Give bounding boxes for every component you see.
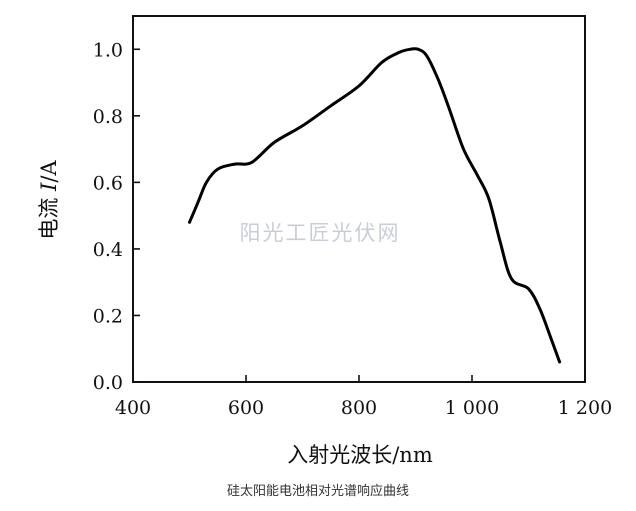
y-tick-label: 1.0: [93, 39, 123, 61]
y-tick-label: 0.2: [93, 305, 123, 327]
x-tick-label: 400: [115, 397, 151, 419]
series-line: [188, 47, 562, 364]
y-tick-label: 0.4: [93, 239, 123, 261]
y-axis-title-unit: /A: [37, 160, 61, 183]
y-tick-label: 0.6: [93, 172, 123, 194]
x-axis-title-main: 入射光波长: [287, 443, 392, 467]
x-tick-label: 600: [228, 397, 264, 419]
x-tick-label: 800: [341, 397, 377, 419]
y-tick-label: 0.8: [93, 106, 123, 128]
figure-caption: 硅太阳能电池相对光谱响应曲线: [226, 484, 409, 499]
y-tick-label: 0.0: [93, 372, 123, 394]
y-axis-title: 电流 I/A: [37, 160, 61, 240]
y-ticks: 0.0 0.2 0.4 0.6 0.8 1.0: [93, 39, 140, 394]
y-axis-title-main: 电流: [37, 191, 61, 240]
x-axis-title-unit: /nm: [392, 443, 433, 467]
x-axis-title: 入射光波长/nm: [287, 443, 433, 467]
x-tick-label: 1 200: [558, 397, 612, 419]
y-axis-title-var: I: [37, 182, 61, 192]
watermark: 阳光工匠光伏网: [240, 221, 401, 245]
x-ticks: 400 600 800 1 000 1 200: [115, 375, 612, 419]
x-tick-label: 1 000: [445, 397, 499, 419]
spectral-response-chart: 0.0 0.2 0.4 0.6 0.8 1.0 400 600 800 1 000 1 200 阳…: [37, 15, 612, 467]
